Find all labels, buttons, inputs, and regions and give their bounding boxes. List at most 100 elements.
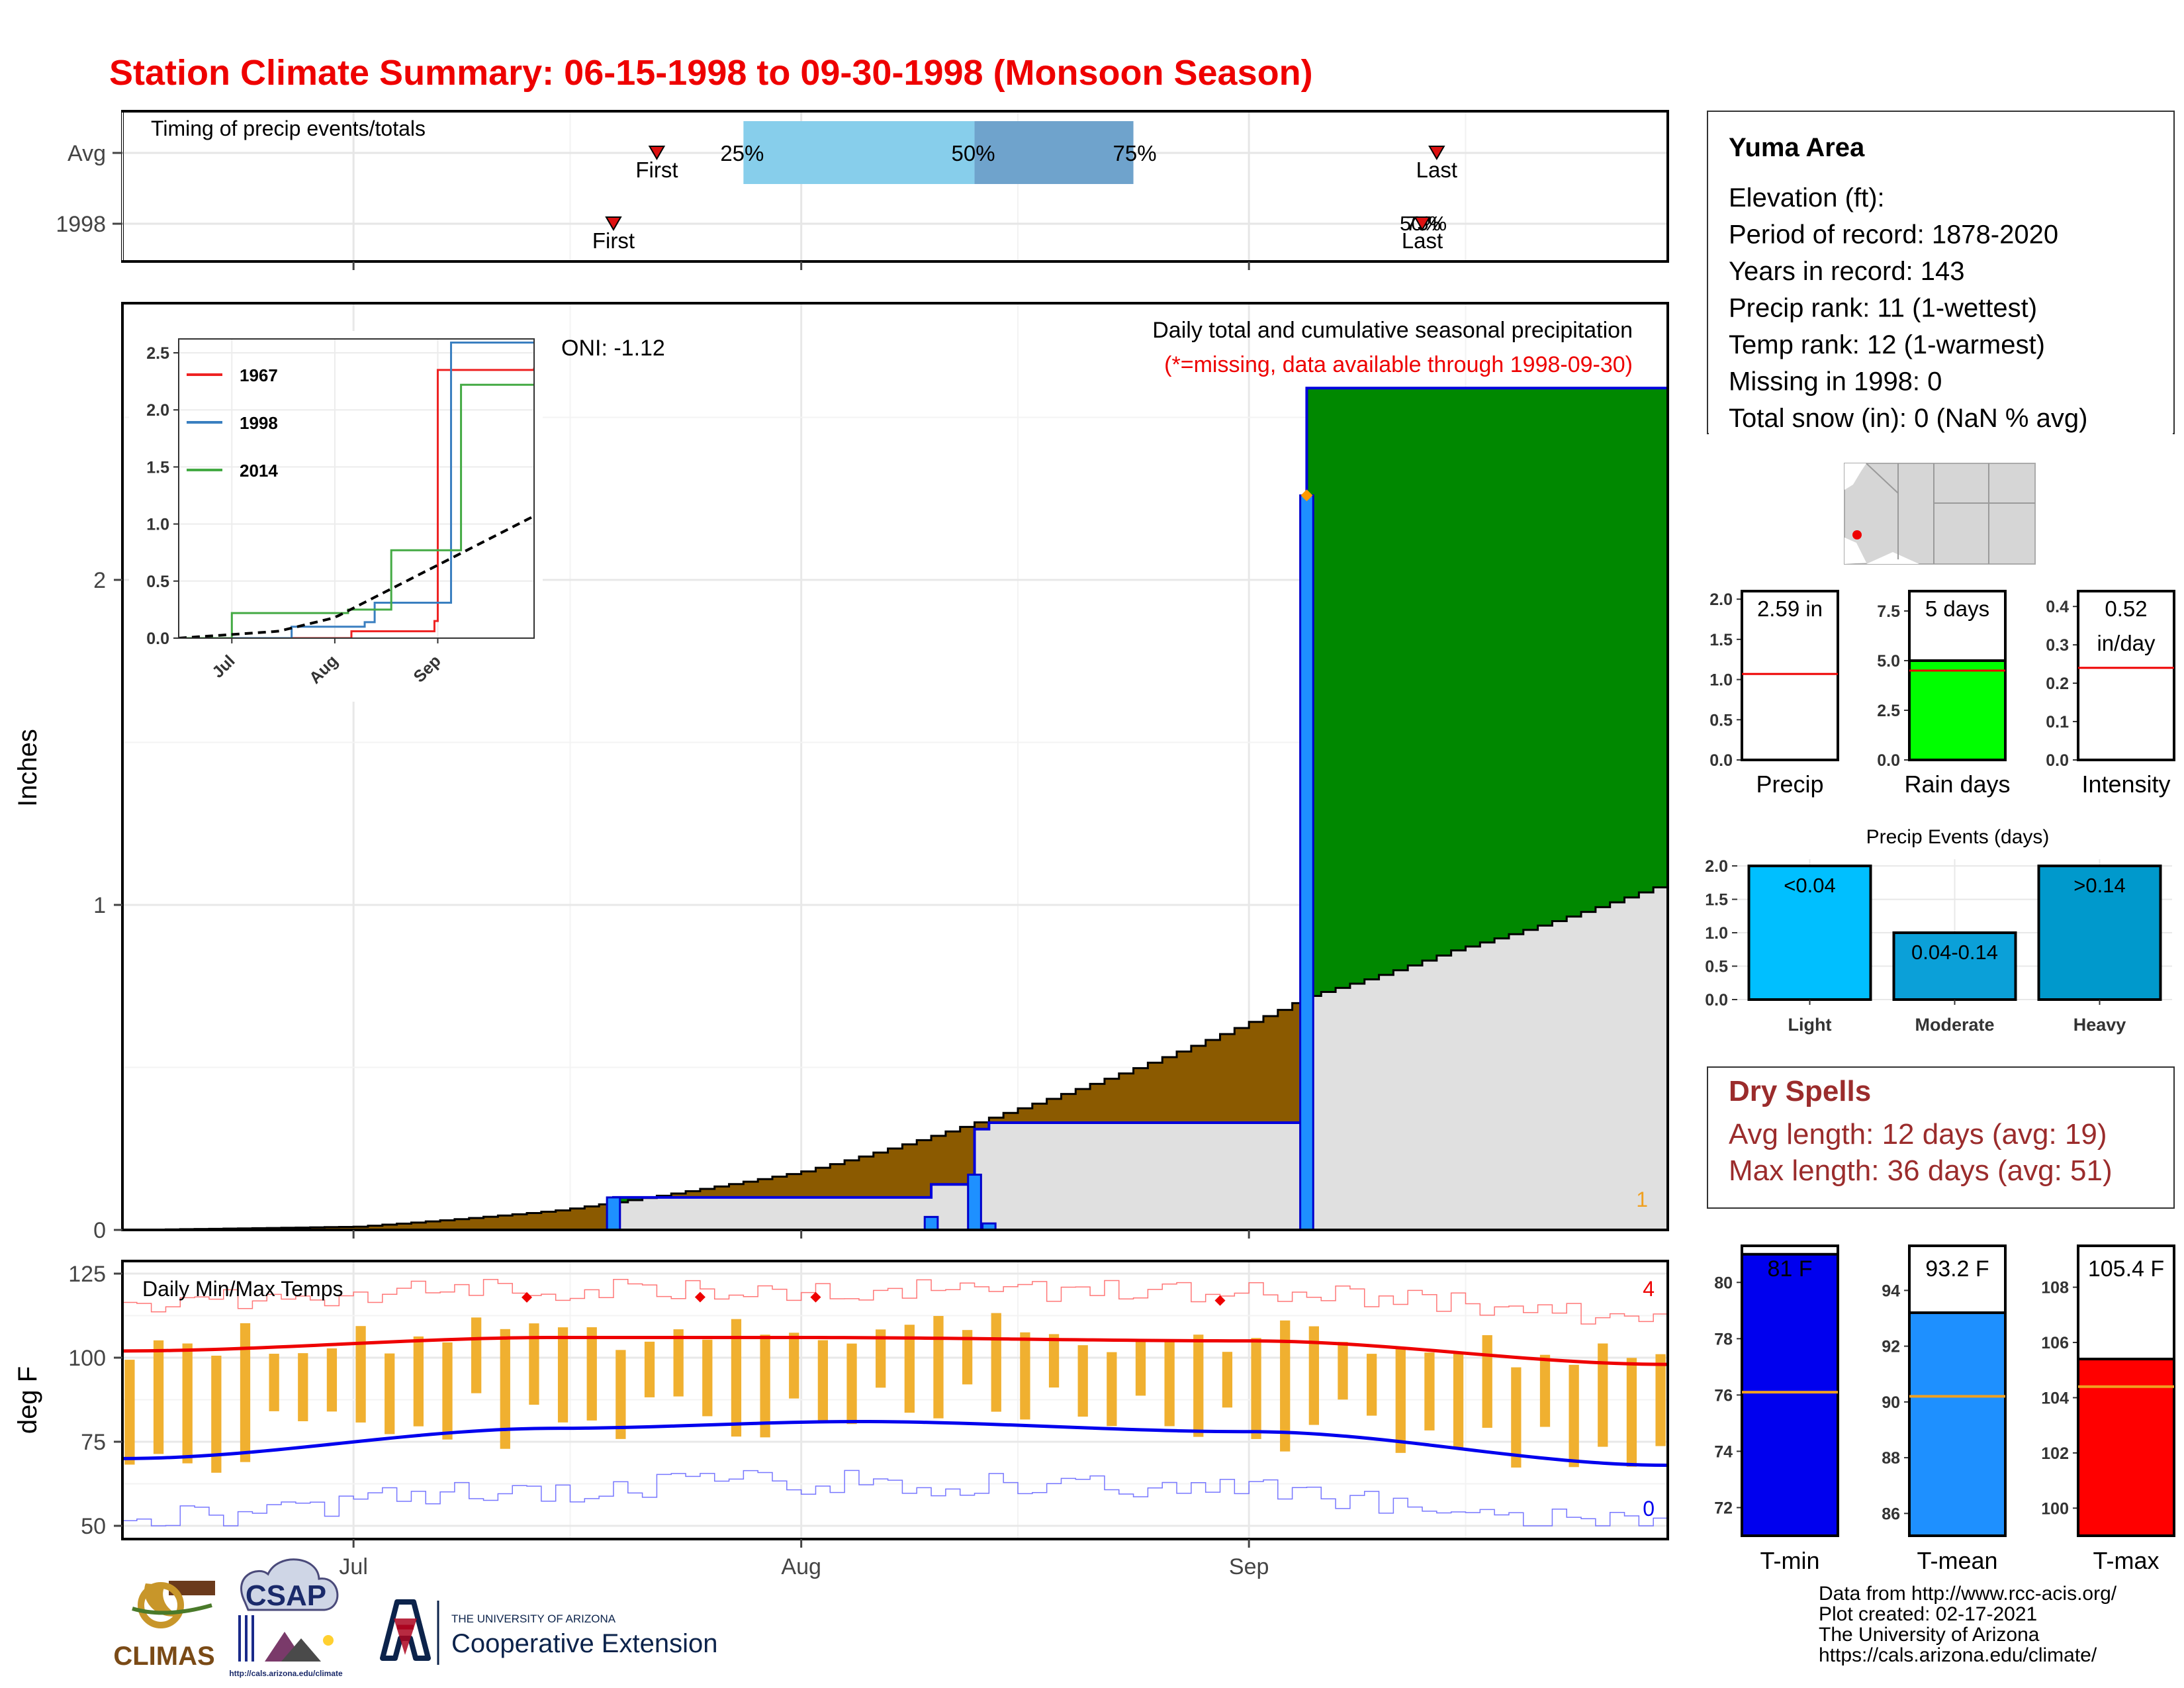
tbar-ytick-label: 94 [1882,1282,1900,1300]
daily-precip-bar [981,1222,997,1230]
tbar-ytick-label: 92 [1882,1338,1900,1356]
temp-ytick-label: 75 [81,1430,106,1455]
daily-temp-bar [1107,1352,1117,1427]
mini-frame [2077,590,2175,761]
tbar-value-bar [2077,1358,2175,1537]
tbar-value-label: 93.2 F [1925,1256,1989,1282]
inset-ytick-label: 2.5 [146,344,169,363]
tbar-ytick-label: 106 [2041,1334,2069,1352]
events-bar [1747,865,1872,1001]
daily-temp-bar [846,1343,857,1425]
tbar-ytick-label: 76 [1714,1386,1733,1405]
record-high-marker [1214,1295,1226,1306]
events-ytick-label: 2.0 [1705,857,1728,876]
daily-temp-bar [298,1353,308,1422]
events-ytick-label: 0.0 [1705,991,1728,1009]
events-bar-label: <0.04 [1784,874,1835,897]
station-info-line: Missing in 1998: 0 [1729,367,1942,397]
inset-ytick-label: 0.0 [146,630,169,648]
tbar-value-bar [1908,1311,2007,1537]
climas-logo: CLIMAS [113,1581,215,1671]
obs-first-label: First [592,228,635,253]
daily-temp-bar [442,1342,453,1440]
deficit-area [136,1003,1307,1230]
inset-ytick-label: 1.0 [146,516,169,534]
tbar-ytick-label: 88 [1882,1449,1900,1468]
mini-ytick-label: 2.0 [1709,590,1733,609]
obs-last-marker [1414,216,1431,231]
mini-ytick-label: 1.0 [1709,671,1733,690]
temp-ytick-label: 50 [81,1514,106,1539]
quartile-band-upper [974,121,1134,184]
events-bar-label: >0.14 [2073,874,2125,897]
location-map [1844,463,2036,565]
raindays-mini-chart: 0.0 2.5 5.0 7.5 5 days Rain days [1877,590,2011,798]
tbar-ytick-label: 78 [1714,1330,1733,1348]
dry-spells-box: Dry Spells Avg length: 12 days (avg: 19)… [1707,1066,2175,1209]
tbar-ytick-label: 108 [2041,1279,2069,1297]
temp-xtick-label: Sep [1229,1554,1269,1579]
mini-ytick-label: 5.0 [1877,652,1900,671]
mini-ytick-label: 0.2 [2046,675,2069,693]
daily-temp-bar [1367,1354,1377,1416]
daily-temp-bar [413,1336,424,1427]
temp-xtick-label: Jul [339,1554,367,1579]
precip-ytick-label: 1 [93,893,106,918]
max-daily-marker [1300,489,1313,502]
tmean-bar-chart: 86 88 90 92 94 93.2 F T-mean [1882,1244,2007,1574]
inset-bg [179,339,534,638]
quartile-band-lower [743,121,975,184]
daily-temp-bar [904,1325,915,1413]
ua-logo: THE UNIVERSITY OF ARIZONA Cooperative Ex… [380,1599,717,1665]
avg-first-marker [648,146,666,160]
quartile-75-label: 75% [1113,141,1157,165]
station-name: Yuma Area [1729,133,1865,162]
mini-frame [1741,590,1839,761]
daily-temp-bar [1020,1332,1030,1420]
daily-temp-bar [702,1339,713,1417]
station-info-line: Total snow (in): 0 (NaN % avg) [1729,404,2087,433]
station-info-line: Precip rank: 11 (1-wettest) [1729,294,2037,323]
temp-ylabel: deg F [13,1366,42,1434]
mini-bottom-label: Intensity [2081,771,2170,798]
daily-temp-bar [1222,1352,1233,1408]
tmax-bar-chart: 100 102 104 106 108 105.4 F T-max [2041,1244,2175,1574]
dry-spells-title: Dry Spells [1729,1075,1871,1107]
daily-temp-bar [1193,1335,1204,1437]
precip-ytick-label: 0 [93,1218,106,1243]
daily-temp-bar [615,1350,626,1439]
temp-ytick-label: 125 [68,1262,106,1287]
daily-temp-bar [1280,1320,1291,1452]
ua-small-text: THE UNIVERSITY OF ARIZONA [451,1613,616,1625]
station-info-line: Years in record: 143 [1729,257,1965,286]
mini-bottom-label: Precip [1756,771,1823,798]
events-ytick-label: 1.5 [1705,891,1728,910]
inset-ytick-label: 1.5 [146,458,169,477]
mini-ytick-label: 0.4 [2046,598,2069,616]
record-high-marker [694,1291,705,1303]
daily-temp-bar [1655,1354,1666,1446]
tbar-value-bar [1741,1252,1839,1538]
obs-first-marker [605,216,622,231]
tbar-bottom-label: T-max [2093,1547,2159,1574]
daily-temp-bar [1539,1354,1551,1427]
tbar-ytick-label: 80 [1714,1274,1733,1292]
precip-ylabel: Inches [13,729,42,807]
daily-temp-bar [586,1327,597,1421]
daily-precip-bar [923,1215,939,1230]
daily-temp-bar [529,1323,539,1405]
station-info-line: Temp rank: 12 (1-warmest) [1729,330,2045,359]
events-category-label: Moderate [1915,1015,1994,1035]
daily-temp-bar [1598,1343,1608,1447]
daily-temp-bar [731,1319,742,1437]
mini-value-label: 0.52 [2105,596,2147,621]
mini-ytick-label: 0.1 [2046,713,2069,731]
daily-temp-bar [644,1341,655,1397]
tbar-ytick-label: 86 [1882,1505,1900,1523]
precip-mini-chart: 0.0 0.5 1.0 1.5 2.0 2.59 in Precip [1709,590,1839,798]
surplus-area [613,388,1668,1203]
credit-line: The University of Arizona [1819,1624,2040,1646]
timing-title: Timing of precip events/totals [151,117,426,140]
